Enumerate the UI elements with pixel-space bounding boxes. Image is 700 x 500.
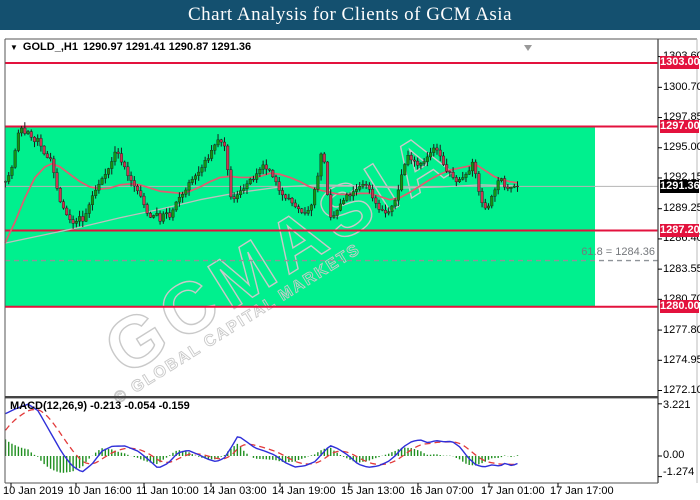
panel-separator (5, 396, 658, 399)
supply-demand-zone (5, 126, 595, 307)
page-title: Chart Analysis for Clients of GCM Asia (187, 4, 513, 25)
macd-plot (4, 403, 519, 473)
symbol-dropdown-icon[interactable]: ▼ (10, 42, 18, 52)
fast-ma-line (4, 162, 518, 244)
slow-ma-line (4, 184, 518, 244)
title-bar: Chart Analysis for Clients of GCM Asia (0, 0, 700, 30)
scroll-end-marker-icon (524, 45, 532, 51)
candles (3, 122, 520, 229)
macd-signal-line (4, 408, 518, 466)
macd-canvas[interactable] (5, 399, 658, 483)
macd-main-line (5, 403, 518, 473)
price-chart-canvas[interactable] (5, 39, 658, 396)
